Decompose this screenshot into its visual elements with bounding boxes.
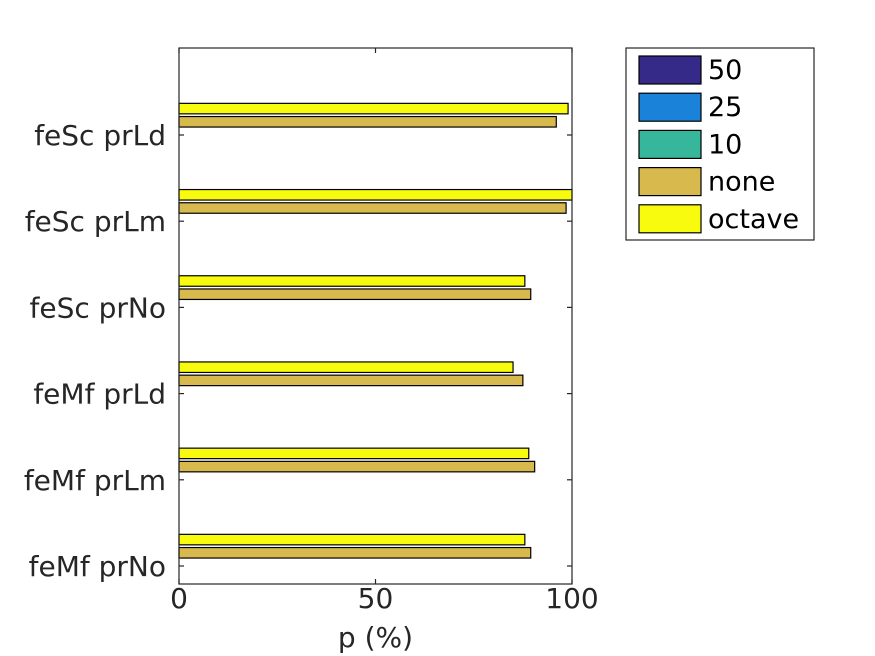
- y-tick-label: feMf prLm: [24, 464, 166, 497]
- plot-area: [179, 48, 572, 584]
- bar-octave-6: [178, 533, 526, 546]
- legend-label: octave: [708, 204, 799, 235]
- legend: 50 25 10 none octave: [625, 47, 815, 241]
- bar-octave-5: [178, 447, 530, 460]
- legend-items: 50 25 10 none octave: [638, 55, 799, 235]
- legend-swatch-none: [638, 167, 702, 197]
- x-tick-label: 100: [545, 582, 598, 615]
- bar-octave-4: [178, 361, 514, 374]
- bar-none-2: [178, 202, 567, 214]
- bar-none-4: [178, 374, 524, 387]
- legend-swatch-octave: [638, 204, 702, 234]
- y-tick-label: feMf prLd: [33, 378, 166, 411]
- bar-octave-3: [178, 275, 526, 287]
- x-axis-title: p (%): [338, 621, 413, 654]
- x-tick-label: 50: [358, 582, 394, 615]
- bar-none-6: [178, 546, 532, 559]
- plot-frame: [178, 47, 573, 585]
- legend-label: none: [708, 167, 775, 198]
- bar-none-1: [178, 115, 557, 128]
- x-tick-label: 0: [170, 582, 188, 615]
- bar-none-3: [178, 288, 532, 301]
- legend-swatch-25: [638, 92, 702, 122]
- bar-octave-2: [178, 188, 573, 201]
- bar-none-5: [178, 460, 536, 473]
- legend-label: 10: [708, 129, 742, 160]
- y-ticks-group: feSc prLd feSc prLm feSc prNo feMf prLd feMf…: [24, 119, 572, 583]
- legend-swatch-10: [638, 129, 702, 159]
- y-tick-label: feMf prNo: [29, 550, 166, 583]
- legend-swatch-50: [638, 55, 702, 85]
- legend-label: 25: [708, 92, 742, 123]
- legend-label: 50: [708, 55, 742, 86]
- y-tick-label: feSc prLm: [25, 205, 166, 238]
- y-tick-label: feSc prNo: [29, 291, 166, 324]
- x-ticks-group: 0 50 100: [170, 48, 599, 615]
- y-tick-label: feSc prLd: [34, 119, 166, 152]
- bar-octave-1: [178, 102, 569, 115]
